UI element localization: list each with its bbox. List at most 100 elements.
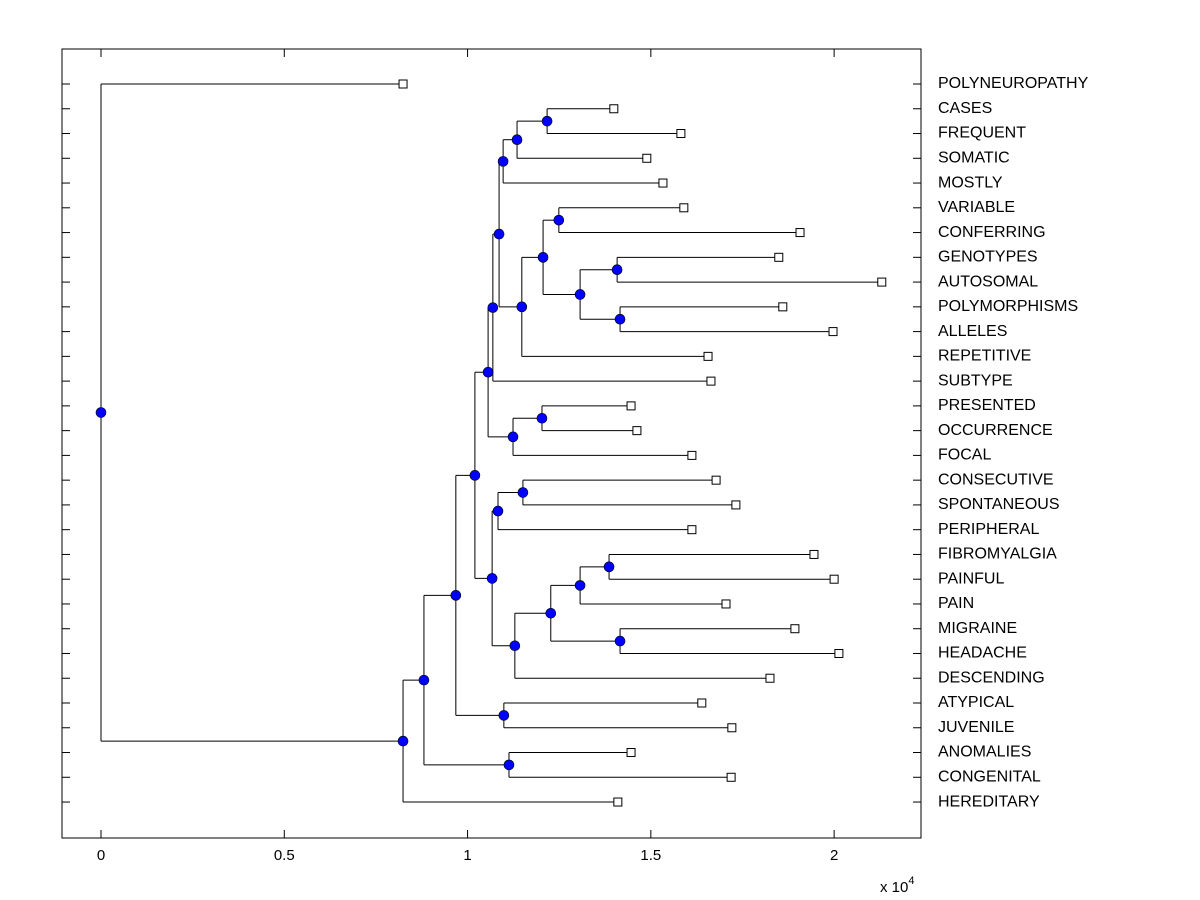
leaf-marker [711,475,721,485]
leaf-marker [765,673,775,683]
x-tick-label: 0.5 [274,847,295,864]
leaf-marker [795,228,805,238]
node-marker [418,674,430,686]
leaf-label: VARIABLE [938,199,1015,216]
leaf-label: PRESENTED [938,397,1036,414]
leaf-label: CONSECUTIVE [938,471,1054,488]
node-marker [603,561,615,573]
leaf-marker [697,698,707,708]
leaf-label: POLYMORPHISMS [938,298,1078,315]
leaf-marker [731,500,741,510]
leaf-label: POLYNEUROPATHY [938,75,1089,92]
leaf-marker [642,153,652,163]
leaf-marker [703,351,713,361]
node-marker [511,134,523,146]
leaf-label: ANOMALIES [938,744,1031,761]
leaf-marker [632,426,642,436]
node-marker [493,228,505,240]
leaf-marker [626,748,636,758]
leaf-marker [877,277,887,287]
leaf-marker [727,723,737,733]
node-marker [450,590,462,601]
node-marker [497,156,509,167]
x-axis-multiplier: x 104 [880,875,914,896]
leaf-label: MOSTLY [938,174,1003,191]
leaf-label: OCCURRENCE [938,422,1053,439]
node-marker [537,252,549,263]
leaf-label: MIGRAINE [938,620,1017,637]
node-marker [574,289,586,300]
leaf-label: ALLELES [938,323,1007,340]
leaf-label: FOCAL [938,447,991,464]
x-tick-label: 2 [830,847,838,864]
x-tick-label: 1.5 [640,847,661,864]
node-marker [545,607,557,619]
leaf-label: GENOTYPES [938,249,1038,266]
x-tick-label: 0 [97,847,105,864]
node-marker [492,505,504,517]
node-marker [498,710,510,721]
leaf-label: SOMATIC [938,149,1010,166]
leaf-label: CASES [938,100,992,117]
node-marker [536,412,548,424]
leaf-label: HEREDITARY [938,793,1040,810]
leaf-label: FREQUENT [938,125,1026,142]
leaf-marker [778,302,788,312]
node-marker [397,735,409,747]
leaf-label: PERIPHERAL [938,521,1039,538]
leaf-marker [809,549,819,559]
leaf-label: ATYPICAL [938,694,1014,711]
leaf-marker [613,797,623,807]
node-marker [482,366,494,378]
leaf-label: HEADACHE [938,645,1027,662]
node-marker [574,580,586,591]
leaf-marker [687,450,697,460]
node-marker [503,759,515,771]
x-tick-label: 1 [463,847,471,864]
leaf-marker [626,401,636,411]
x-multiplier-base: x 10 [880,879,908,896]
node-marker [611,264,623,276]
leaf-label: AUTOSOMAL [938,273,1038,290]
node-marker [486,573,498,584]
leaf-marker [609,104,619,114]
leaf-marker [679,203,689,213]
leaf-marker [828,327,838,337]
leaf-label: PAIN [938,595,974,612]
leaf-marker [726,772,736,782]
node-marker [517,487,529,498]
node-marker [509,640,521,652]
leaf-label: JUVENILE [938,719,1014,736]
leaf-marker [790,624,800,634]
node-marker [95,407,107,418]
node-marker [553,214,565,226]
leaf-marker [721,599,731,609]
leaf-marker [706,376,716,386]
leaf-label: CONGENITAL [938,768,1041,785]
leaf-label: PAINFUL [938,570,1004,587]
leaf-marker [658,178,668,188]
leaf-label: CONFERRING [938,224,1046,241]
leaf-label: SPONTANEOUS [938,496,1060,513]
node-marker [614,313,626,325]
plot-frame [61,48,922,839]
node-marker [507,431,519,443]
leaf-marker [398,79,408,89]
leaf-label: FIBROMYALGIA [938,546,1057,563]
leaf-marker [676,129,686,139]
leaf-marker [834,648,844,658]
leaf-marker [829,574,839,584]
leaf-marker [687,525,697,535]
node-marker [516,301,528,313]
node-marker [487,302,499,313]
leaf-label: SUBTYPE [938,372,1013,389]
node-marker [614,635,626,647]
node-marker [541,115,553,127]
leaf-marker [774,252,784,262]
leaf-label: DESCENDING [938,669,1045,686]
node-marker [469,470,481,481]
x-multiplier-exponent: 4 [908,875,914,887]
leaf-label: REPETITIVE [938,348,1031,365]
